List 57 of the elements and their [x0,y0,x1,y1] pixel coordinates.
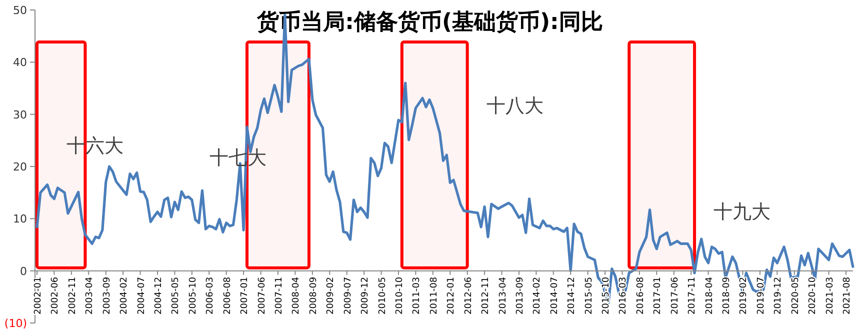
x-tick-label: 2012-01 [446,276,457,314]
x-tick-label: 2019-12 [774,276,784,314]
x-tick-label: 2011-08 [429,276,440,314]
x-tick-label: 2003-09 [102,276,112,314]
y-tick-label: 20 [13,160,27,174]
x-tick-label: 2018-04 [704,276,715,314]
x-tick-label: 2012-11 [481,276,492,314]
x-tick-label: 2015-10 [602,276,612,314]
x-tick-label: 2004-12 [154,276,164,314]
y-tick-label: (10) [4,317,27,330]
x-tick-label: 2006-03 [206,276,216,314]
annotation: 十八大 [486,95,544,117]
x-tick-label: 2002-01 [34,276,44,314]
x-tick-label: 2010-05 [378,276,388,314]
x-tick-label: 2004-07 [136,276,147,314]
annotation: 十九大 [714,201,770,223]
x-tick-label: 2013-04 [498,276,508,314]
x-tick-label: 2017-11 [688,276,698,314]
x-tick-label: 2016-03 [618,276,629,314]
x-tick-label: 2018-09 [722,276,732,314]
x-tick-label: 2019-07 [756,276,766,314]
y-tick-label: 0 [20,264,27,278]
x-tick-label: 2011-03 [412,276,422,314]
x-tick-label: 2005-05 [171,276,182,314]
x-tick-label: 2009-12 [360,276,371,314]
x-tick-label: 2014-02 [532,276,543,314]
x-tick-label: 2007-01 [240,276,250,314]
x-tick-label: 2003-04 [85,276,96,314]
y-tick-label: 50 [13,4,27,17]
x-tick-label: 2006-08 [222,276,233,314]
x-tick-label: 2004-02 [120,276,130,314]
x-tick-label: 2021-03 [825,276,836,314]
x-tick-label: 2015-05 [584,276,594,314]
x-tick-label: 2008-09 [308,276,319,314]
x-tick-label: 2013-09 [515,276,526,314]
x-tick-label: 2014-07 [550,276,560,314]
x-tick-label: 2012-06 [464,276,474,314]
x-tick-label: 2014-12 [567,276,578,314]
x-tick-label: 2009-02 [326,276,336,314]
x-tick-label: 2010-10 [394,276,405,314]
y-tick-label: 10 [13,212,27,226]
x-tick-label: 2007-11 [274,276,284,314]
x-tick-label: 2017-01 [653,276,664,314]
x-tick-label: 2017-06 [670,276,680,314]
x-tick-label: 2021-08 [842,276,853,314]
x-tick-label: 2016-08 [636,276,646,314]
x-tick-label: 2005-10 [188,276,198,314]
x-tick-label: 2007-06 [257,276,268,314]
x-tick-label: 2002-11 [68,276,78,314]
x-tick-label: 2008-04 [292,276,302,314]
x-tick-label: 2020-10 [808,276,818,314]
x-tick-label: 2020-05 [790,276,801,314]
x-tick-label: 2019-02 [739,276,750,314]
x-tick-label: 2009-07 [343,276,354,314]
y-tick-label: 40 [13,56,27,70]
x-tick-label: 2002-06 [50,276,61,314]
y-tick-label: 30 [13,108,27,122]
